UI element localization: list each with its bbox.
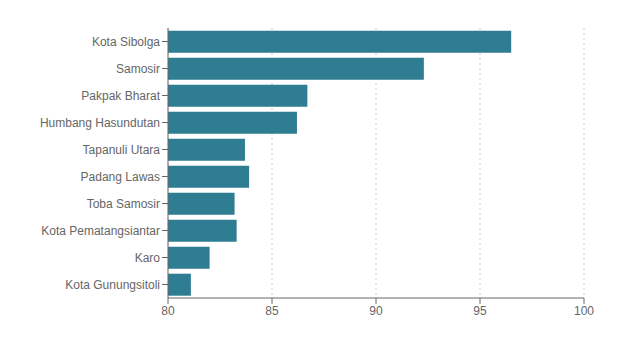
svg-text:Karo: Karo bbox=[135, 251, 161, 265]
svg-text:Tapanuli Utara: Tapanuli Utara bbox=[83, 143, 161, 157]
svg-text:Toba Samosir: Toba Samosir bbox=[87, 197, 160, 211]
svg-text:100: 100 bbox=[574, 304, 594, 318]
svg-text:85: 85 bbox=[265, 304, 279, 318]
svg-text:80: 80 bbox=[161, 304, 175, 318]
svg-text:Kota Sibolga: Kota Sibolga bbox=[92, 35, 160, 49]
svg-text:95: 95 bbox=[473, 304, 487, 318]
svg-text:Kota Gunungsitoli: Kota Gunungsitoli bbox=[65, 278, 160, 292]
svg-text:Samosir: Samosir bbox=[116, 62, 160, 76]
svg-text:90: 90 bbox=[369, 304, 383, 318]
svg-text:Pakpak Bharat: Pakpak Bharat bbox=[81, 89, 160, 103]
svg-text:Padang Lawas: Padang Lawas bbox=[81, 170, 160, 184]
svg-text:Kota Pematangsiantar: Kota Pematangsiantar bbox=[41, 224, 160, 238]
svg-text:Humbang Hasundutan: Humbang Hasundutan bbox=[40, 116, 160, 130]
